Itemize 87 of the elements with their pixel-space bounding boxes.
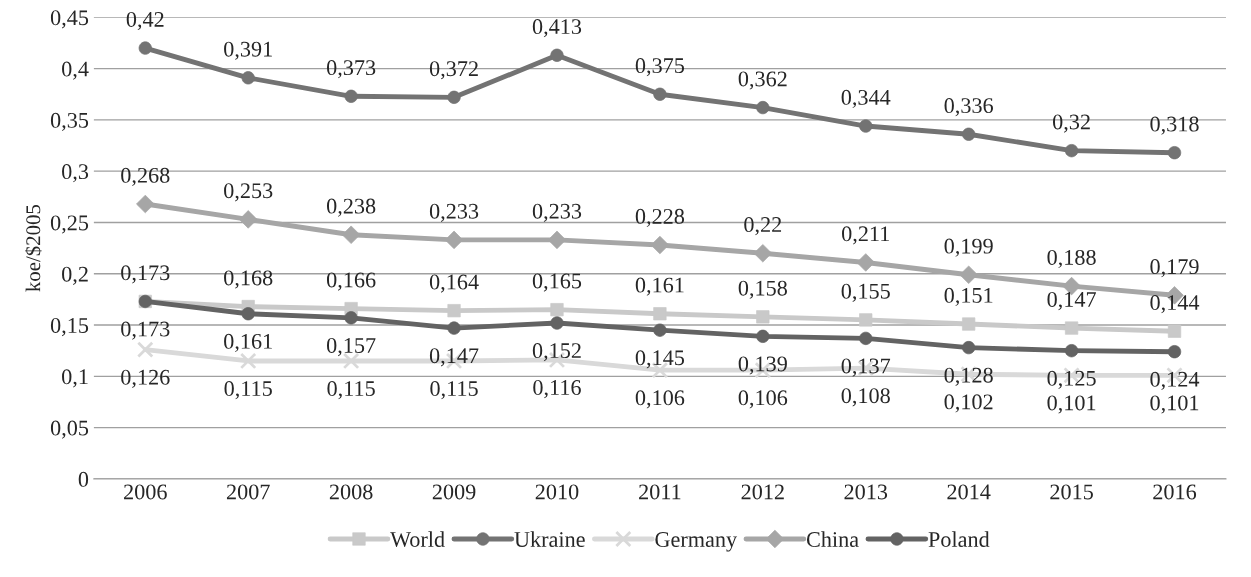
legend-label: Poland (928, 531, 990, 547)
data-label: 0,168 (224, 270, 273, 289)
data-label: 0,233 (429, 203, 479, 222)
y-tick-label: 0 (78, 471, 89, 487)
data-label: 0,128 (944, 367, 993, 386)
y-tick-label: 0,4 (62, 61, 89, 80)
point (136, 341, 154, 358)
data-label: 0,164 (429, 274, 479, 293)
data-label: 0,268 (121, 167, 170, 187)
data-label: 0,188 (1047, 249, 1096, 269)
data-label: 0,101 (1150, 395, 1199, 414)
legend-label: Germany (655, 532, 738, 552)
x-tick-label: 2015 (1050, 484, 1093, 500)
legend-label: World (390, 531, 445, 548)
x-tick-label: 2014 (947, 484, 991, 500)
data-label: 0,115 (430, 381, 478, 400)
data-label: 0,157 (326, 337, 376, 357)
data-label: 0,137 (841, 358, 891, 377)
x-tick-label: 2006 (124, 484, 167, 500)
data-label: 0,158 (738, 280, 787, 299)
legend-label: Ukraine (514, 531, 585, 547)
data-label: 0,318 (1150, 116, 1199, 135)
y-axis-title: koe/$2005 (25, 204, 42, 292)
data-label: 0,413 (532, 19, 582, 38)
y-tick-label: 0,1 (62, 369, 88, 388)
data-label: 0,166 (326, 272, 376, 291)
data-label: 0,165 (532, 273, 582, 292)
x-tick-label: 2016 (1153, 484, 1197, 500)
data-label: 0,228 (635, 208, 685, 228)
x-tick-label: 2008 (329, 484, 373, 500)
data-label: 0,32 (1053, 114, 1090, 133)
data-label: 0,211 (842, 226, 889, 245)
data-label: 0,173 (121, 321, 170, 340)
data-label: 0,106 (738, 390, 788, 409)
data-label: 0,144 (1150, 295, 1200, 314)
data-label: 0,101 (1047, 395, 1096, 414)
data-label: 0,238 (326, 198, 376, 217)
data-label: 0,106 (635, 390, 685, 409)
data-label: 0,373 (326, 60, 376, 79)
data-label: 0,124 (1150, 371, 1200, 390)
x-tick-label: 2009 (432, 484, 476, 500)
data-label: 0,375 (635, 58, 685, 77)
x-tick-label: 2007 (226, 484, 270, 500)
point (239, 210, 258, 229)
data-label: 0,391 (224, 41, 272, 60)
data-label: 0,179 (1150, 259, 1199, 278)
data-label: 0,362 (738, 71, 787, 90)
y-tick-label: 0,25 (50, 215, 89, 234)
y-tick-label: 0,05 (50, 420, 89, 439)
data-label: 0,115 (224, 381, 272, 400)
data-label: 0,139 (738, 356, 787, 375)
data-label: 0,199 (944, 238, 993, 257)
data-label: 0,147 (1047, 291, 1096, 311)
data-label: 0,161 (635, 277, 684, 296)
y-tick-label: 0,15 (50, 317, 89, 337)
data-label: 0,108 (841, 388, 890, 407)
point (962, 317, 976, 331)
data-label: 0,253 (224, 183, 273, 202)
data-label: 0,152 (532, 343, 581, 362)
x-tick-label: 2011 (639, 484, 681, 500)
point (550, 303, 564, 317)
data-label: 0,344 (841, 89, 891, 109)
data-label: 0,126 (121, 369, 170, 388)
legend-label: China (806, 531, 859, 547)
x-tick-label: 2013 (844, 484, 888, 500)
point (239, 352, 257, 370)
y-tick-label: 0,35 (50, 112, 89, 132)
data-label: 0,115 (327, 381, 375, 400)
data-label: 0,42 (126, 11, 164, 31)
data-label: 0,155 (841, 283, 890, 302)
data-label: 0,233 (532, 203, 582, 222)
data-label: 0,102 (944, 394, 993, 413)
data-label: 0,336 (944, 98, 994, 117)
x-tick-label: 2012 (741, 484, 784, 500)
x-tick-label: 2010 (535, 484, 579, 500)
y-tick-label: 0,2 (62, 266, 88, 285)
data-label: 0,125 (1047, 370, 1096, 389)
data-label: 0,22 (744, 217, 782, 236)
data-label: 0,116 (533, 380, 581, 399)
y-tick-label: 0,45 (50, 10, 89, 29)
data-label: 0,147 (429, 348, 479, 367)
y-tick-label: 0,3 (62, 164, 89, 183)
data-label: 0,145 (635, 350, 685, 369)
data-label: 0,151 (944, 287, 993, 307)
data-label: 0,372 (429, 61, 478, 80)
data-label: 0,173 (121, 265, 170, 284)
data-label: 0,161 (224, 333, 272, 353)
